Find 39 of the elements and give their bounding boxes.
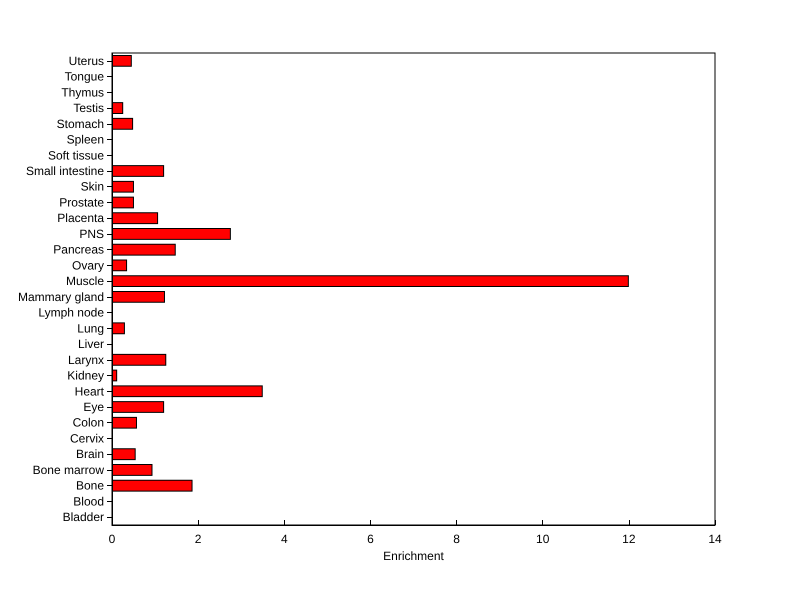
y-tick-label: Skin: [80, 180, 104, 194]
y-tick-label: Thymus: [61, 85, 104, 100]
y-tick-label: Small intestine: [26, 164, 104, 178]
y-tick-label: Lymph node: [38, 306, 104, 320]
y-tick-label: Lung: [77, 321, 104, 336]
y-tick-label: Placenta: [57, 211, 104, 226]
y-tick-label: Bone marrow: [32, 462, 104, 477]
y-tick-label: Larynx: [68, 352, 104, 367]
y-tick-label: Prostate: [59, 195, 104, 210]
y-tick-label: Pancreas: [53, 242, 104, 257]
y-tick-label: Mammary gland: [18, 290, 104, 304]
y-tick-label: Soft tissue: [48, 148, 104, 162]
y-tick-label: PNS: [79, 226, 104, 241]
x-tick-label: 14: [708, 532, 722, 546]
y-tick-label: Cervix: [70, 431, 104, 446]
x-tick-label: 8: [453, 532, 460, 546]
y-tick-label: Liver: [78, 337, 104, 352]
y-tick-label: Bone: [76, 478, 104, 493]
y-tick-label: Stomach: [56, 116, 104, 131]
x-tick-label: 6: [367, 532, 374, 546]
y-tick-label: Ovary: [72, 258, 104, 272]
y-tick-label: Brain: [76, 447, 104, 462]
y-tick-label: Uterus: [68, 54, 104, 68]
x-tick-label: 2: [194, 532, 202, 546]
y-tick-label: Heart: [74, 384, 105, 398]
y-tick-label: Kidney: [67, 368, 104, 383]
y-tick-label: Muscle: [66, 274, 104, 288]
y-tick-label: Tongue: [64, 70, 104, 84]
x-tick-label: 0: [108, 532, 116, 546]
y-tick-label: Colon: [72, 416, 104, 430]
x-tick-label: 4: [280, 532, 288, 546]
x-tick-label: 10: [536, 532, 550, 546]
y-tick-label: Spleen: [66, 132, 104, 147]
x-tick-label: 12: [622, 532, 636, 546]
y-tick-label: Eye: [83, 400, 104, 414]
y-tick-label: Testis: [73, 101, 104, 116]
x-axis-title: Enrichment: [383, 548, 445, 563]
y-tick-label: Bladder: [62, 510, 104, 524]
y-tick-label: Blood: [73, 494, 104, 508]
